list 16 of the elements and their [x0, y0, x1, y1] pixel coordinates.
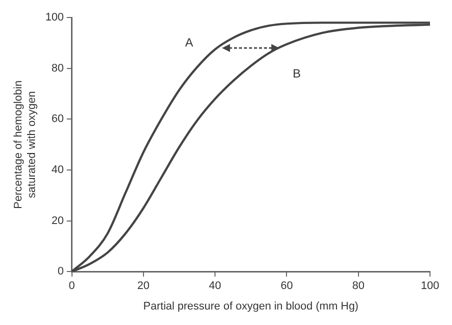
series-label: A [185, 35, 194, 50]
x-tick-label: 20 [137, 280, 150, 292]
x-tick-label: 60 [280, 280, 293, 292]
y-tick-label: 20 [52, 214, 64, 227]
x-tick-label: 100 [420, 280, 440, 292]
y-tick-label: 40 [52, 164, 64, 176]
y-axis-title: Percentage of hemoglobin saturated with oxygen [12, 80, 38, 209]
x-tick-label: 40 [208, 280, 222, 292]
y-tick-label: 0 [58, 266, 64, 278]
y-tick-label: 60 [52, 113, 64, 126]
x-tick-label: 80 [352, 280, 364, 292]
y-tick-label: 80 [52, 62, 64, 74]
y-tick-label: 100 [45, 12, 64, 24]
series-label: B [292, 66, 301, 81]
x-tick-label: 0 [68, 280, 75, 292]
x-axis-title: Partial pressure of oxygen in blood (mm Hg) [143, 300, 358, 312]
